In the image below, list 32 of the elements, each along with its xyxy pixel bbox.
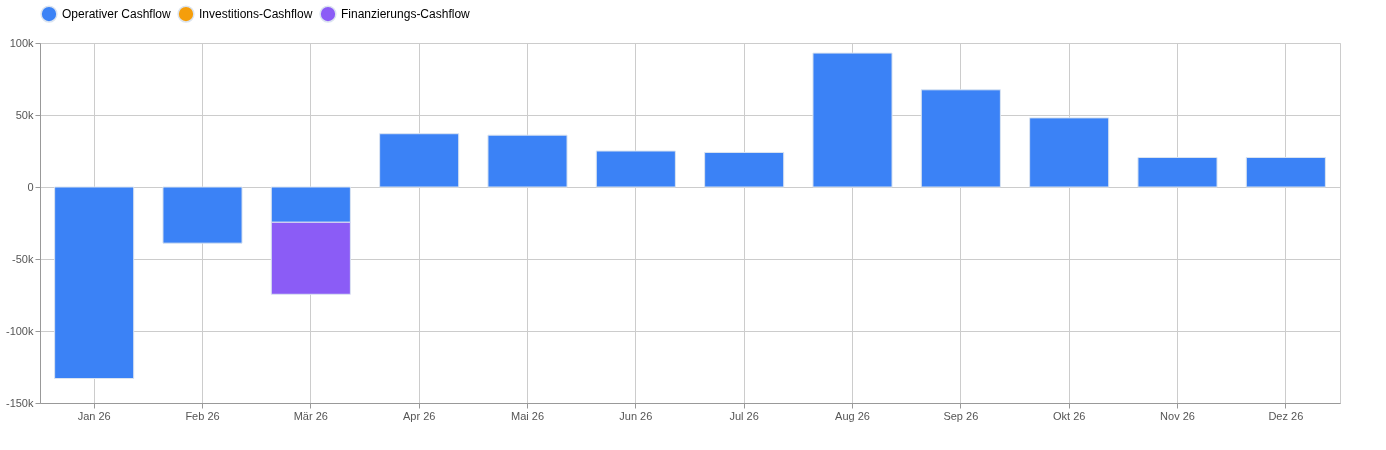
bar xyxy=(487,134,568,188)
x-tick-label: Jan 26 xyxy=(77,409,111,422)
bar xyxy=(379,133,460,188)
y-tick-label: 50k xyxy=(15,108,34,121)
bar xyxy=(920,89,1001,188)
x-tick-label: Nov 26 xyxy=(1160,409,1195,422)
x-tick-label: Aug 26 xyxy=(835,409,870,422)
x-tick-label: Dez 26 xyxy=(1268,409,1304,422)
y-tick-label: 0 xyxy=(27,180,34,193)
x-tick-label: Okt 26 xyxy=(1052,409,1086,422)
x-tick-label: Sep 26 xyxy=(943,409,979,422)
y-tick-label: -50k xyxy=(12,252,34,265)
bar xyxy=(1029,117,1110,188)
x-tick-label: Apr 26 xyxy=(402,409,436,422)
y-tick-label: 100k xyxy=(9,36,34,49)
bar xyxy=(1245,156,1326,188)
x-tick-label: Mär 26 xyxy=(293,409,328,422)
bar xyxy=(704,151,785,188)
legend-label: Finanzierungs-Cashflow xyxy=(341,7,471,22)
bar xyxy=(162,186,243,244)
y-tick-label: -100k xyxy=(5,324,34,337)
y-tick-label: -150k xyxy=(5,396,34,409)
legend-label: Operativer Cashflow xyxy=(62,7,172,22)
bar xyxy=(1137,156,1218,188)
x-tick-label: Jul 26 xyxy=(729,409,759,422)
bar xyxy=(54,186,135,380)
legend-label: Investitions-Cashflow xyxy=(199,7,313,22)
x-tick-label: Mai 26 xyxy=(510,409,545,422)
x-tick-label: Feb 26 xyxy=(185,409,220,422)
x-tick-label: Jun 26 xyxy=(619,409,653,422)
bar xyxy=(812,52,893,188)
bar xyxy=(595,150,676,188)
